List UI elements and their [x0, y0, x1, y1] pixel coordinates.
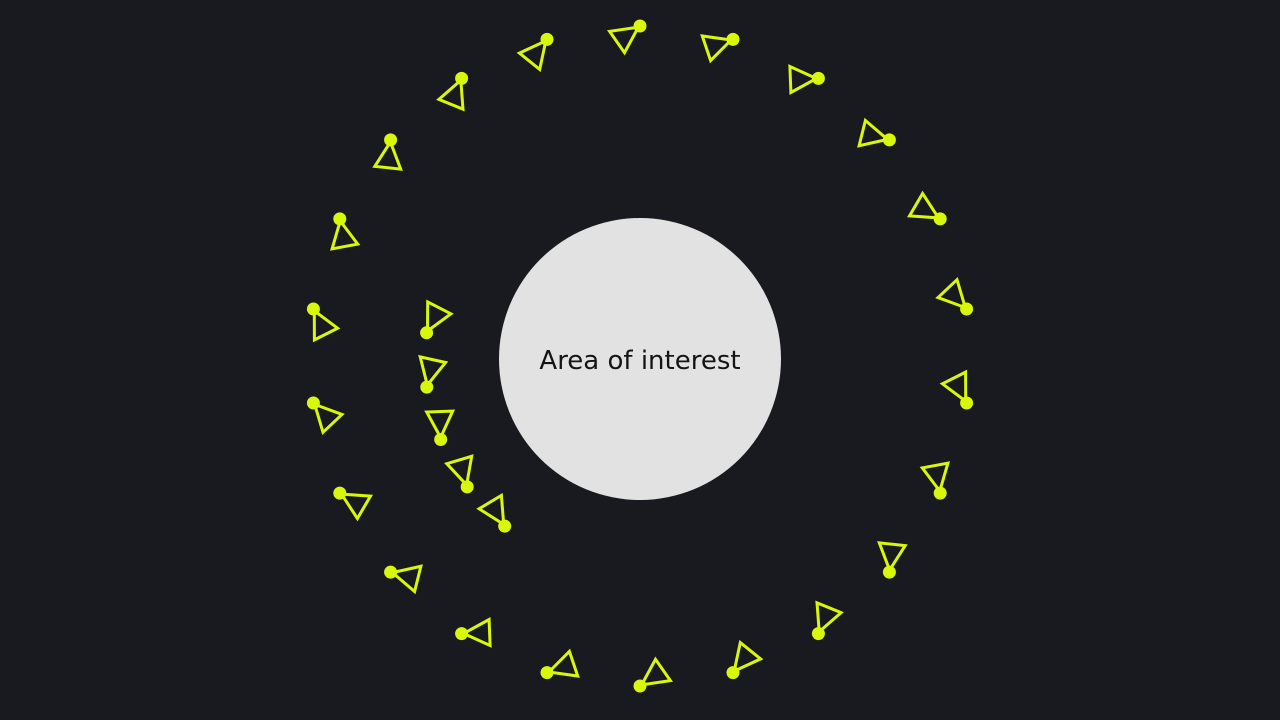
marker-triangle-icon	[545, 648, 580, 678]
outer-marker	[906, 190, 947, 226]
outer-marker	[333, 486, 374, 522]
outer-marker	[935, 276, 974, 316]
outer-marker	[857, 117, 896, 148]
inner-arc-markers	[418, 299, 512, 533]
marker-dot-icon	[811, 71, 825, 85]
marker-dot-icon	[882, 133, 896, 147]
outer-marker	[436, 71, 469, 112]
marker-dot-icon	[726, 32, 740, 46]
marker-triangle-icon	[638, 656, 674, 687]
marker-dot-icon	[306, 302, 320, 316]
marker-triangle-icon	[700, 34, 735, 64]
outer-marker	[329, 212, 361, 251]
marker-dot-icon	[384, 133, 398, 147]
inner-marker	[424, 409, 456, 446]
marker-triangle-icon	[732, 639, 764, 674]
marker-triangle-icon	[516, 38, 548, 73]
outer-ring-markers	[306, 19, 974, 693]
area-of-interest-label: Area of interest	[539, 346, 740, 376]
marker-triangle-icon	[444, 454, 474, 489]
inner-marker	[418, 354, 449, 394]
outer-marker	[372, 133, 403, 171]
marker-dot-icon	[455, 627, 469, 641]
inner-marker	[476, 492, 512, 533]
marker-triangle-icon	[939, 369, 968, 405]
marker-triangle-icon	[372, 138, 403, 171]
outer-marker	[384, 564, 423, 595]
marker-triangle-icon	[338, 492, 374, 522]
marker-dot-icon	[460, 480, 474, 494]
outer-marker	[877, 541, 908, 579]
outer-marker	[700, 32, 740, 64]
marker-dot-icon	[540, 32, 554, 46]
marker-triangle-icon	[476, 492, 506, 528]
area-of-interest-circle	[499, 218, 781, 500]
marker-dot-icon	[420, 326, 434, 340]
marker-triangle-icon	[606, 25, 642, 56]
marker-dot-icon	[960, 396, 974, 410]
marker-dot-icon	[333, 486, 347, 500]
inner-marker	[444, 454, 474, 494]
area-of-interest: Area of interest	[499, 218, 781, 500]
marker-triangle-icon	[312, 307, 341, 343]
marker-triangle-icon	[418, 354, 449, 389]
outer-marker	[633, 656, 674, 693]
marker-triangle-icon	[877, 541, 908, 574]
marker-triangle-icon	[935, 276, 968, 311]
outer-marker	[455, 617, 492, 648]
outer-marker	[606, 19, 647, 56]
marker-dot-icon	[633, 679, 647, 693]
marker-dot-icon	[455, 71, 469, 85]
marker-dot-icon	[384, 565, 398, 579]
marker-triangle-icon	[460, 617, 492, 648]
outer-marker	[306, 396, 345, 436]
outer-marker	[306, 302, 341, 343]
marker-dot-icon	[540, 666, 554, 680]
marker-triangle-icon	[312, 401, 345, 436]
marker-dot-icon	[633, 19, 647, 33]
outer-marker	[919, 461, 951, 500]
marker-dot-icon	[333, 212, 347, 226]
marker-triangle-icon	[857, 117, 891, 148]
marker-dot-icon	[434, 433, 448, 446]
marker-dot-icon	[933, 486, 947, 500]
marker-dot-icon	[882, 565, 896, 579]
marker-triangle-icon	[424, 409, 456, 441]
marker-dot-icon	[420, 380, 434, 394]
marker-dot-icon	[960, 302, 974, 316]
marker-triangle-icon	[815, 600, 844, 635]
marker-triangle-icon	[329, 217, 361, 251]
marker-triangle-icon	[436, 77, 465, 112]
marker-triangle-icon	[906, 190, 942, 220]
marker-triangle-icon	[389, 564, 423, 595]
marker-dot-icon	[498, 519, 512, 533]
marker-triangle-icon	[919, 461, 951, 495]
marker-dot-icon	[726, 666, 740, 680]
outer-marker	[540, 648, 580, 680]
outer-marker	[811, 600, 844, 641]
inner-marker	[420, 299, 454, 340]
marker-dot-icon	[933, 212, 947, 226]
outer-marker	[939, 369, 974, 410]
marker-triangle-icon	[788, 64, 820, 95]
outer-marker	[788, 64, 825, 95]
outer-marker	[516, 32, 554, 73]
marker-dot-icon	[811, 627, 825, 641]
outer-marker	[726, 639, 764, 680]
marker-dot-icon	[306, 396, 320, 410]
marker-triangle-icon	[425, 299, 454, 334]
